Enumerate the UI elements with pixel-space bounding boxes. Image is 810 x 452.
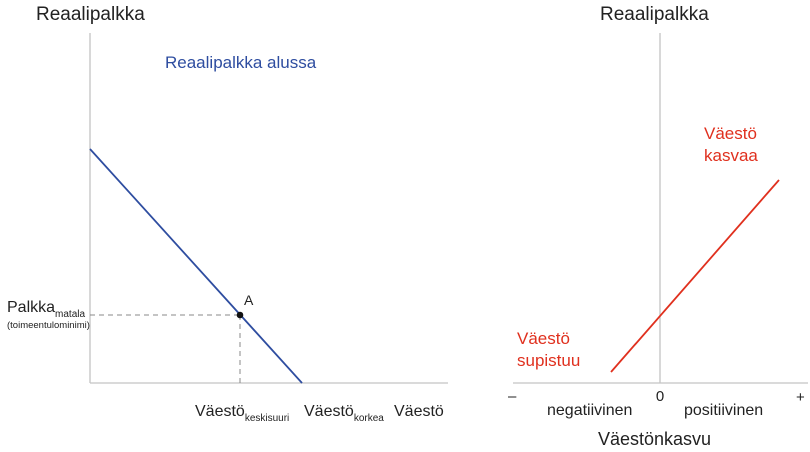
- right-y-axis-title: Reaalipalkka: [600, 4, 709, 25]
- x-label-high-main: Väestö: [304, 403, 354, 420]
- x-label-medium-main: Väestö: [195, 403, 245, 420]
- point-a: [236, 311, 244, 319]
- growth-label-upper-1: Väestö: [704, 124, 757, 143]
- x-label-high-sub: korkea: [354, 413, 384, 424]
- point-a-label: A: [244, 292, 254, 308]
- wage-label-main: Palkka: [7, 299, 55, 316]
- wage-label-sub: matala: [55, 309, 85, 320]
- right-zero-label: 0: [656, 388, 664, 405]
- positive-label: positiivinen: [684, 402, 763, 419]
- population-growth-line: [610, 179, 780, 373]
- growth-label-lower-1: Väestö: [517, 329, 570, 348]
- growth-label-lower-2: supistuu: [517, 351, 580, 370]
- x-label-medium-population: Väestökeskisuuri: [195, 403, 289, 424]
- right-plus-label: +: [796, 389, 805, 406]
- left-line-label: Reaalipalkka alussa: [165, 53, 317, 72]
- left-x-axis-title: Väestö: [394, 403, 444, 420]
- right-minus-label: –: [508, 388, 517, 405]
- wage-label: Palkkamatala: [7, 299, 85, 320]
- x-label-high-population: Väestökorkea: [304, 403, 384, 424]
- x-label-medium-sub: keskisuuri: [245, 413, 289, 424]
- left-y-axis-title: Reaalipalkka: [36, 4, 145, 25]
- right-x-axis-title: Väestönkasvu: [598, 429, 711, 449]
- right-chart: Reaalipalkka Väestö kasvaa Väestö supist…: [508, 4, 808, 449]
- real-wage-initial-line: [89, 148, 303, 384]
- negative-label: negatiivinen: [547, 402, 632, 419]
- left-chart: Reaalipalkka Reaalipalkka alussa A Palkk…: [7, 4, 448, 424]
- growth-label-upper-2: kasvaa: [704, 146, 758, 165]
- wage-label-note: (toimeentulominimi): [7, 320, 90, 331]
